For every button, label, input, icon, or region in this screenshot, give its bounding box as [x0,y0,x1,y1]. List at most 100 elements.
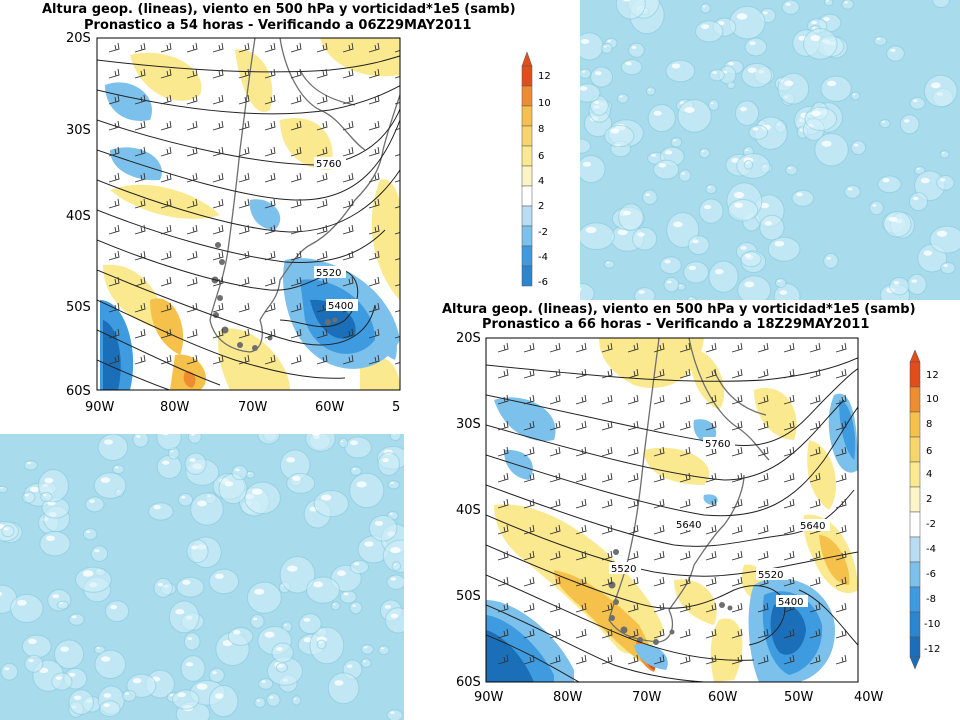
wind-barb [497,342,509,353]
colorbar-label: 6 [926,446,932,457]
wind-barb [757,446,769,457]
wind-barb [108,276,120,287]
wind-barb [497,524,509,535]
wind-barb [731,394,743,405]
wind-barb [290,42,302,53]
colorbar-label: -2 [538,227,548,238]
wind-barb [627,498,639,509]
contour-label: 5640 [676,520,701,531]
map2-title-line1: Altura geop. (lineas), viento en 500 hPa… [442,302,916,317]
wind-barb [549,394,561,405]
wind-barb [238,42,250,53]
wind-barb [549,550,561,561]
wind-barb [394,50,400,53]
wind-barb [264,172,276,183]
wind-barb [731,550,743,561]
wind-barb [497,368,509,379]
wind-barb [497,498,509,509]
wind-barb [394,102,400,105]
wind-barb [497,394,509,405]
wind-barb [134,302,146,313]
wind-barb [835,602,847,613]
wind-barb [627,602,639,613]
wind-barb [575,628,587,639]
wind-barb [290,354,302,365]
wind-barb [679,498,691,509]
map1-lon-80w: 80W [160,400,190,415]
wind-barb [264,328,276,339]
wind-barb [160,94,172,105]
wind-barb [497,472,509,483]
wind-barb [212,120,224,131]
wind-barb [679,342,691,353]
wind-barb [186,198,198,209]
wind-barb [731,654,743,665]
wind-barb [835,420,847,431]
wind-barb [549,472,561,483]
wind-barb [835,368,847,379]
map2-lon-90w: 90W [474,690,504,705]
wind-barb [108,120,120,131]
wind-barb [186,120,198,131]
wind-barb [809,498,821,509]
wind-barb [679,472,691,483]
wind-barb [653,576,665,587]
colorbar-label: 2 [538,201,544,212]
colorbar-label: 10 [538,98,551,109]
map1-wind-barbs [108,42,400,365]
wind-barb [783,446,795,457]
wind-barb [523,524,535,535]
wind-barb [809,472,821,483]
map1-title-line2: Pronastico a 54 horas - Verificando a 06… [84,18,472,33]
wind-barb [264,302,276,313]
texture-bottom-left [0,434,404,720]
map1-lat-50s: 50S [66,300,91,315]
wind-barb [394,284,400,287]
wind-barb [264,276,276,287]
wind-barb [679,394,691,405]
wind-barb [835,446,847,457]
wind-barb [705,602,717,613]
wind-barb [290,224,302,235]
wind-barb [731,498,743,509]
wind-barb [601,342,613,353]
map2-geopotential-contours [486,357,858,682]
wind-barb [186,250,198,261]
wind-barb [212,354,224,365]
map1-contour-labels: 5760 5520 5400 [314,157,358,312]
wind-barb [809,446,821,457]
wind-barb [160,354,172,365]
wind-barb [238,354,250,365]
wind-barb [627,628,639,639]
wind-barb [523,368,535,379]
contour-label: 5400 [328,301,353,312]
wind-barb [212,68,224,79]
wind-barb [653,472,665,483]
wind-barb [342,328,354,339]
map2-lon-50w: 50W [784,690,814,705]
wind-barb [835,498,847,509]
wind-barb [757,394,769,405]
wind-barb [757,602,769,613]
wind-barb [627,420,639,431]
map2-colorbar: 12 10 8 6 4 2 -2 -4 -6 -8 -10 -12 [909,349,940,670]
wind-barb [601,602,613,613]
wind-barb [549,446,561,457]
wind-barb [264,120,276,131]
colorbar-label: 12 [538,71,551,82]
wind-barb [108,328,120,339]
wind-barb [368,276,380,287]
wind-barb [394,206,400,209]
wind-barb [134,146,146,157]
wind-barb [523,394,535,405]
map2-contour-labels: 5760 5640 5640 5520 5520 5400 [609,437,830,608]
wind-barb [134,198,146,209]
wind-barb [835,394,847,405]
wind-barb [264,68,276,79]
wind-barb [627,394,639,405]
colorbar-label: -12 [924,644,940,655]
wind-barb [809,654,821,665]
wind-barb [186,172,198,183]
wind-barb [653,498,665,509]
wind-barb [290,198,302,209]
